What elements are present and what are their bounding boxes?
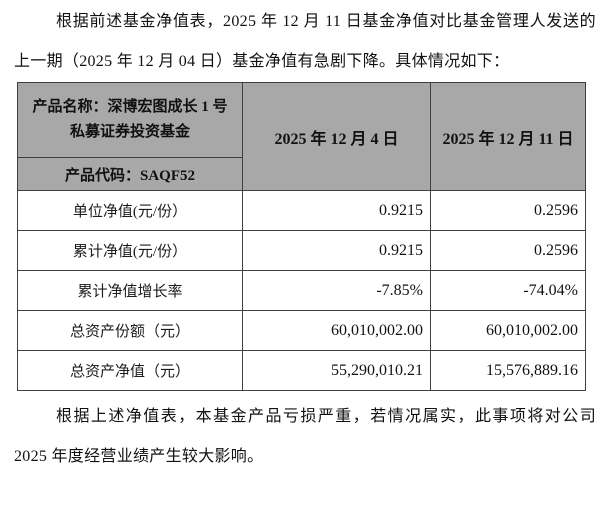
row-value-date1: -7.85% <box>242 270 431 311</box>
row-value-date2: 15,576,889.16 <box>430 350 586 391</box>
row-value-date1: 55,290,010.21 <box>242 350 431 391</box>
row-value-date2: 0.2596 <box>430 190 586 231</box>
product-code-cell: 产品代码：SAQF52 <box>17 157 243 191</box>
table-row-total-shares: 总资产份额（元） 60,010,002.00 60,010,002.00 <box>17 310 586 351</box>
row-value-date2: -74.04% <box>430 270 586 311</box>
row-value-date2: 0.2596 <box>430 230 586 271</box>
table-row-unit-nav: 单位净值(元/份） 0.9215 0.2596 <box>17 190 586 231</box>
row-value-date1: 0.9215 <box>242 190 431 231</box>
row-label: 累计净值增长率 <box>17 270 243 311</box>
closing-paragraph: 根据上述净值表，本基金产品亏损严重，若情况属实，此事项将对公司 2025 年度经… <box>14 408 596 465</box>
row-value-date1: 60,010,002.00 <box>242 310 431 351</box>
row-label: 总资产净值（元） <box>17 350 243 391</box>
table-row-cumulative-nav: 累计净值(元/份） 0.9215 0.2596 <box>17 230 586 271</box>
row-value-date2: 60,010,002.00 <box>430 310 586 351</box>
row-label: 单位净值(元/份） <box>17 190 243 231</box>
row-label: 总资产份额（元） <box>17 310 243 351</box>
table-header-row-1: 产品名称：深博宏图成长 1 号 私募证券投资基金 2025 年 12 月 4 日… <box>17 82 586 191</box>
date-column-header-2: 2025 年 12 月 11 日 <box>430 82 586 191</box>
fund-nav-table: 产品名称：深博宏图成长 1 号 私募证券投资基金 2025 年 12 月 4 日… <box>17 82 586 391</box>
intro-paragraph: 根据前述基金净值表，2025 年 12 月 11 日基金净值对比基金管理人发送的… <box>14 13 596 70</box>
table-row-total-net-assets: 总资产净值（元） 55,290,010.21 15,576,889.16 <box>17 350 586 391</box>
table-header-row-2: 产品代码：SAQF52 <box>17 157 586 191</box>
row-value-date1: 0.9215 <box>242 230 431 271</box>
row-label: 累计净值(元/份） <box>17 230 243 271</box>
product-name-cell: 产品名称：深博宏图成长 1 号 私募证券投资基金 <box>17 82 243 158</box>
date-column-header-1: 2025 年 12 月 4 日 <box>242 82 431 191</box>
table-row-nav-growth-rate: 累计净值增长率 -7.85% -74.04% <box>17 270 586 311</box>
